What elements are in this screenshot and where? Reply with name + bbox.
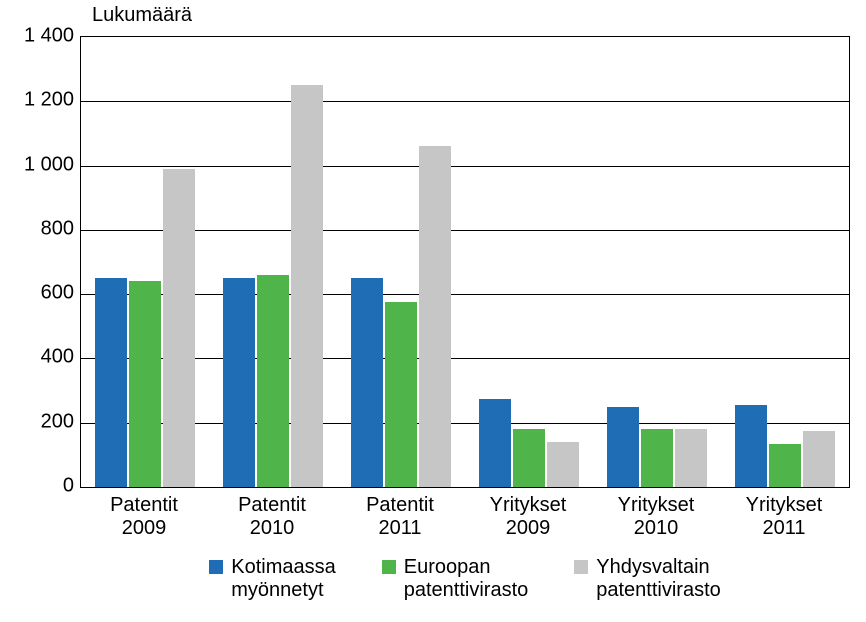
bar-kotimaassa [735,405,767,487]
y-tick-label: 1 400 [4,25,74,48]
bar-yhdysvaltain [163,169,195,487]
x-label-line2: 2011 [336,517,464,540]
bar-kotimaassa [479,399,511,487]
bar-kotimaassa [223,278,255,487]
legend: KotimaassamyönnetytEuroopanpatenttiviras… [80,556,850,602]
legend-label-line: Yhdysvaltain [596,556,721,579]
x-label-y2010: Yritykset2010 [592,494,720,540]
legend-item-kotimaassa: Kotimaassamyönnetyt [209,556,336,602]
x-label-line1: Yritykset [592,494,720,517]
legend-label-line: Kotimaassa [231,556,336,579]
bar-yhdysvaltain [803,431,835,487]
bar-yhdysvaltain [675,429,707,487]
bars-container [81,37,849,487]
x-label-line2: 2011 [720,517,848,540]
bar-kotimaassa [351,278,383,487]
y-axis-title: Lukumäärä [92,4,192,27]
legend-item-yhdysvaltain: Yhdysvaltainpatenttivirasto [574,556,721,602]
legend-label-line: Euroopan [404,556,529,579]
bar-kotimaassa [607,407,639,487]
legend-label: Euroopanpatenttivirasto [404,556,529,602]
y-tick-label: 600 [4,282,74,305]
x-label-line1: Patentit [80,494,208,517]
legend-label: Kotimaassamyönnetyt [231,556,336,602]
legend-label-line: patenttivirasto [596,579,721,602]
y-tick-label: 1 200 [4,89,74,112]
x-label-line2: 2010 [208,517,336,540]
bar-yhdysvaltain [547,442,579,487]
legend-swatch [209,560,223,574]
legend-swatch [574,560,588,574]
y-tick-label: 800 [4,217,74,240]
x-label-line1: Patentit [208,494,336,517]
x-label-line2: 2010 [592,517,720,540]
legend-label: Yhdysvaltainpatenttivirasto [596,556,721,602]
x-label-y2009: Yritykset2009 [464,494,592,540]
bar-kotimaassa [95,278,127,487]
patent-bar-chart: Lukumäärä 0 200 400 600 800 1 000 1 200 1 400 P… [0,0,866,622]
bar-euroopan [257,275,289,487]
x-label-line1: Patentit [336,494,464,517]
bar-euroopan [129,281,161,487]
y-tick-label: 1 000 [4,153,74,176]
bar-euroopan [385,302,417,487]
legend-swatch [382,560,396,574]
x-label-line2: 2009 [80,517,208,540]
bar-euroopan [513,429,545,487]
plot-area [80,36,850,488]
x-label-line1: Yritykset [464,494,592,517]
legend-item-euroopan: Euroopanpatenttivirasto [382,556,529,602]
bar-euroopan [641,429,673,487]
y-tick-label: 0 [4,475,74,498]
x-label-y2011: Yritykset2011 [720,494,848,540]
x-label-p2009: Patentit2009 [80,494,208,540]
bar-euroopan [769,444,801,487]
y-tick-label: 400 [4,346,74,369]
legend-label-line: myönnetyt [231,579,336,602]
bar-yhdysvaltain [419,146,451,487]
x-label-p2011: Patentit2011 [336,494,464,540]
x-label-p2010: Patentit2010 [208,494,336,540]
x-label-line2: 2009 [464,517,592,540]
bar-yhdysvaltain [291,85,323,487]
legend-label-line: patenttivirasto [404,579,529,602]
x-label-line1: Yritykset [720,494,848,517]
y-tick-label: 200 [4,410,74,433]
